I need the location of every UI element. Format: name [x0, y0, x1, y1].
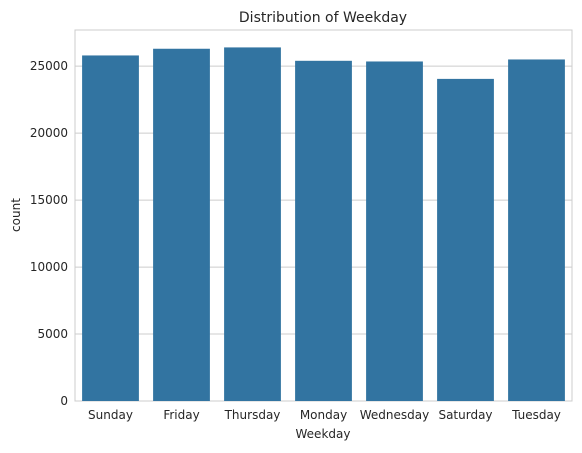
x-tick-label: Friday	[163, 408, 199, 422]
y-tick-labels: 0 5000 10000 15000 20000 25000	[30, 59, 68, 408]
chart-title: Distribution of Weekday	[239, 10, 407, 26]
y-axis-label: count	[9, 198, 23, 232]
bar-friday	[153, 48, 210, 401]
x-tick-labels: Sunday Friday Thursday Monday Wednesday Satur…	[88, 408, 561, 422]
x-tick-label: Monday	[300, 408, 347, 422]
x-tick-label: Tuesday	[511, 408, 561, 422]
y-tick-label: 20000	[30, 126, 68, 140]
x-tick-label: Saturday	[438, 408, 492, 422]
bars	[82, 47, 565, 402]
bar-tuesday	[508, 59, 565, 402]
bar-thursday	[224, 47, 281, 401]
x-tick-label: Sunday	[88, 408, 133, 422]
bar-monday	[295, 60, 352, 401]
x-tick-label: Wednesday	[360, 408, 429, 422]
y-tick-label: 5000	[37, 327, 68, 341]
bar-saturday	[437, 78, 494, 401]
x-tick-label: Thursday	[224, 408, 281, 422]
bar-sunday	[82, 55, 139, 401]
y-tick-label: 10000	[30, 260, 68, 274]
y-tick-label: 15000	[30, 193, 68, 207]
y-tick-label: 0	[60, 394, 68, 408]
bar-wednesday	[366, 61, 423, 401]
y-tick-label: 25000	[30, 59, 68, 73]
x-axis-label: Weekday	[296, 427, 351, 441]
